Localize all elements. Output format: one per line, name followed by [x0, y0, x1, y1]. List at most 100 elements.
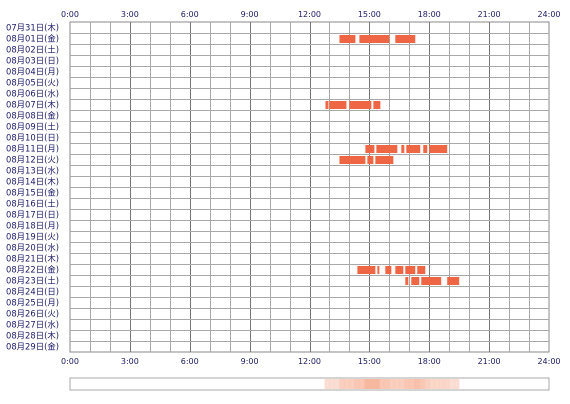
row-label: 08月04日(月)	[6, 67, 59, 77]
activity-bar	[339, 35, 356, 43]
activity-bar	[377, 266, 380, 274]
summary-density-cell	[354, 379, 360, 389]
x-tick-label-bottom: 21:00	[478, 357, 501, 366]
row-label: 08月21日(木)	[6, 254, 59, 264]
summary-density-cell	[364, 379, 370, 389]
summary-density-cell	[369, 379, 375, 389]
row-label: 08月01日(金)	[6, 34, 59, 44]
summary-density-cell	[329, 379, 335, 389]
row-label: 08月25日(月)	[6, 298, 59, 308]
summary-density-cell	[384, 379, 390, 389]
row-label: 08月20日(水)	[6, 243, 59, 253]
row-label: 08月12日(火)	[6, 155, 59, 165]
activity-bar	[417, 266, 426, 274]
activity-bar	[395, 266, 404, 274]
x-tick-label-bottom: 3:00	[121, 357, 139, 366]
summary-density-cell	[449, 379, 455, 389]
activity-bar	[329, 101, 347, 109]
summary-density-cell	[359, 379, 365, 389]
row-label: 08月16日(土)	[6, 199, 59, 209]
summary-density-cell	[344, 379, 350, 389]
row-label: 08月03日(日)	[6, 56, 59, 66]
activity-bar	[376, 145, 398, 153]
summary-strip	[69, 377, 550, 391]
summary-density-cell	[429, 379, 435, 389]
x-tick-label-top: 18:00	[418, 10, 441, 19]
summary-density-cell	[399, 379, 405, 389]
row-label: 08月06日(水)	[6, 89, 59, 99]
summary-density-cell	[434, 379, 440, 389]
row-label: 08月08日(金)	[6, 111, 59, 121]
activity-bar	[411, 277, 420, 285]
row-label: 08月26日(火)	[6, 309, 59, 319]
activity-bar	[405, 266, 416, 274]
summary-density-cell	[424, 379, 430, 389]
activity-bar	[406, 145, 421, 153]
row-label: 08月17日(日)	[6, 210, 59, 220]
row-label: 08月10日(日)	[6, 133, 59, 143]
summary-density-cell	[439, 379, 445, 389]
x-tick-label-top: 15:00	[358, 10, 381, 19]
x-tick-label-top: 9:00	[241, 10, 259, 19]
activity-bar	[405, 277, 409, 285]
summary-density-cell	[339, 379, 345, 389]
x-tick-label-top: 12:00	[298, 10, 321, 19]
summary-density-cell	[409, 379, 415, 389]
activity-bar	[359, 35, 390, 43]
row-label: 08月19日(火)	[6, 232, 59, 242]
summary-density-cell	[404, 379, 410, 389]
row-label: 08月28日(木)	[6, 331, 59, 341]
x-tick-label-top: 24:00	[537, 10, 560, 19]
activity-bar	[421, 277, 442, 285]
x-tick-label-bottom: 0:00	[61, 357, 79, 366]
x-tick-label-bottom: 18:00	[418, 357, 441, 366]
activity-bar	[423, 145, 428, 153]
activity-bar	[401, 145, 405, 153]
summary-density-cell	[379, 379, 385, 389]
x-tick-label-top: 3:00	[121, 10, 139, 19]
row-label: 07月31日(木)	[6, 23, 59, 33]
row-label: 08月23日(土)	[6, 276, 59, 286]
x-tick-label-top: 6:00	[181, 10, 199, 19]
row-label: 08月22日(金)	[6, 265, 59, 275]
summary-density-cell	[349, 379, 355, 389]
summary-density-cell	[374, 379, 380, 389]
summary-density-cell	[394, 379, 400, 389]
summary-density-cell	[334, 379, 340, 389]
row-label: 08月07日(木)	[6, 100, 59, 110]
x-tick-label-bottom: 12:00	[298, 357, 321, 366]
activity-bar	[325, 101, 329, 109]
row-label: 08月05日(火)	[6, 78, 59, 88]
row-label: 08月18日(月)	[6, 221, 59, 231]
row-label: 08月14日(木)	[6, 177, 59, 187]
activity-bar	[365, 145, 375, 153]
summary-density-cell	[389, 379, 395, 389]
activity-bar	[375, 156, 394, 164]
summary-density-cell	[444, 379, 450, 389]
row-label: 08月09日(土)	[6, 122, 59, 132]
activity-bar	[385, 266, 392, 274]
activity-bar	[357, 266, 376, 274]
summary-density-cell	[419, 379, 425, 389]
summary-density-cell	[324, 379, 330, 389]
row-label: 08月24日(日)	[6, 287, 59, 297]
row-label: 08月29日(金)	[6, 342, 59, 352]
activity-bar	[395, 35, 416, 43]
activity-bar	[367, 156, 374, 164]
activity-bar	[349, 101, 372, 109]
activity-bar	[339, 156, 366, 164]
row-label: 08月27日(水)	[6, 320, 59, 330]
x-tick-label-bottom: 6:00	[181, 357, 199, 366]
x-tick-label-top: 21:00	[478, 10, 501, 19]
x-tick-label-bottom: 15:00	[358, 357, 381, 366]
row-label: 08月15日(金)	[6, 188, 59, 198]
activity-bar	[373, 101, 381, 109]
x-tick-label-bottom: 9:00	[241, 357, 259, 366]
summary-density-cell	[454, 379, 460, 389]
row-label: 08月02日(土)	[6, 45, 59, 55]
row-label: 08月11日(月)	[6, 144, 59, 154]
activity-bar	[429, 145, 448, 153]
x-tick-label-bottom: 24:00	[537, 357, 560, 366]
